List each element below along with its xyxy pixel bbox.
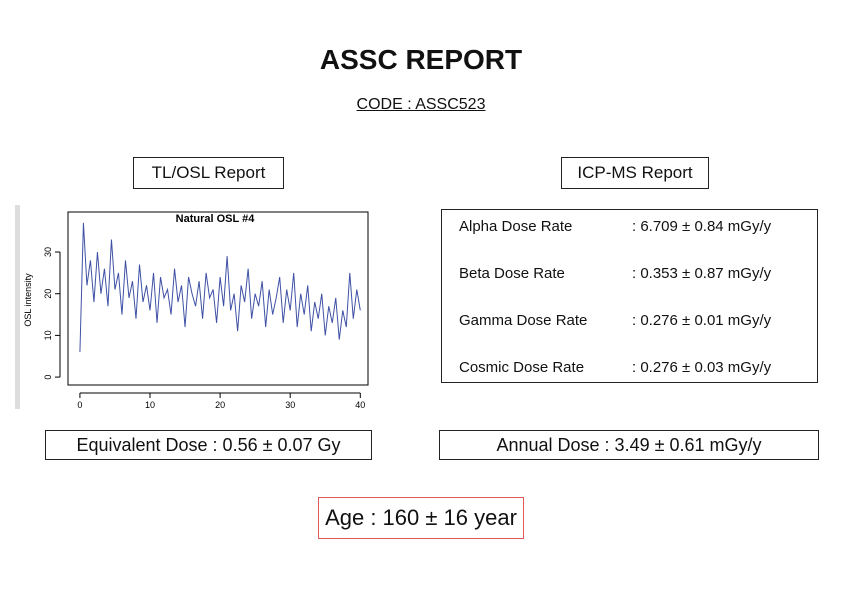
x-tick-label: 0 bbox=[77, 400, 82, 409]
dose-rate-label: Cosmic Dose Rate bbox=[459, 359, 585, 376]
report-title: ASSC REPORT bbox=[319, 44, 523, 75]
image-edge bbox=[15, 205, 20, 409]
x-tick-label: 30 bbox=[285, 400, 295, 409]
annual-dose: Annual Dose : 3.49 ± 0.61 mGy/y bbox=[439, 430, 819, 460]
osl-line bbox=[79, 222, 361, 353]
dose-rate-value: : 0.353 ± 0.87 mGy/y bbox=[632, 265, 772, 282]
x-tick-label: 40 bbox=[355, 400, 365, 409]
icp-ms-table: Alpha Dose Rate : 6.709 ± 0.84 mGy/y Beta … bbox=[441, 209, 818, 383]
chart-title: Natural OSL #4 bbox=[176, 213, 256, 225]
y-tick-label: 20 bbox=[43, 289, 53, 299]
y-axis-label: OSL intensity bbox=[23, 273, 33, 327]
dose-rate-value: : 0.276 ± 0.03 mGy/y bbox=[632, 359, 772, 376]
report-code-wrap: CODE : ASSC523 bbox=[0, 96, 842, 114]
y-tick-label: 0 bbox=[43, 375, 53, 380]
icp-ms-title: ICP-MS Report bbox=[561, 157, 709, 189]
x-tick-label: 20 bbox=[215, 400, 225, 409]
report-code: CODE : ASSC523 bbox=[356, 96, 486, 113]
y-tick-label: 10 bbox=[43, 330, 53, 340]
dose-rate-value: : 0.276 ± 0.01 mGy/y bbox=[632, 312, 772, 329]
dose-rate-value: : 6.709 ± 0.84 mGy/y bbox=[632, 218, 772, 235]
x-tick-label: 10 bbox=[145, 400, 155, 409]
plot-frame bbox=[67, 211, 369, 386]
tl-osl-title: TL/OSL Report bbox=[133, 157, 284, 189]
dose-rate-label: Beta Dose Rate bbox=[459, 265, 565, 282]
age-result: Age : 160 ± 16 year bbox=[318, 497, 524, 539]
osl-chart: Natural OSL #4 OSL intensity 0 10 20 30 40 0 1… bbox=[15, 205, 369, 409]
dose-rate-label: Gamma Dose Rate bbox=[459, 312, 588, 329]
equivalent-dose: Equivalent Dose : 0.56 ± 0.07 Gy bbox=[45, 430, 372, 460]
dose-rate-label: Alpha Dose Rate bbox=[459, 218, 573, 235]
y-tick-label: 30 bbox=[43, 247, 53, 257]
